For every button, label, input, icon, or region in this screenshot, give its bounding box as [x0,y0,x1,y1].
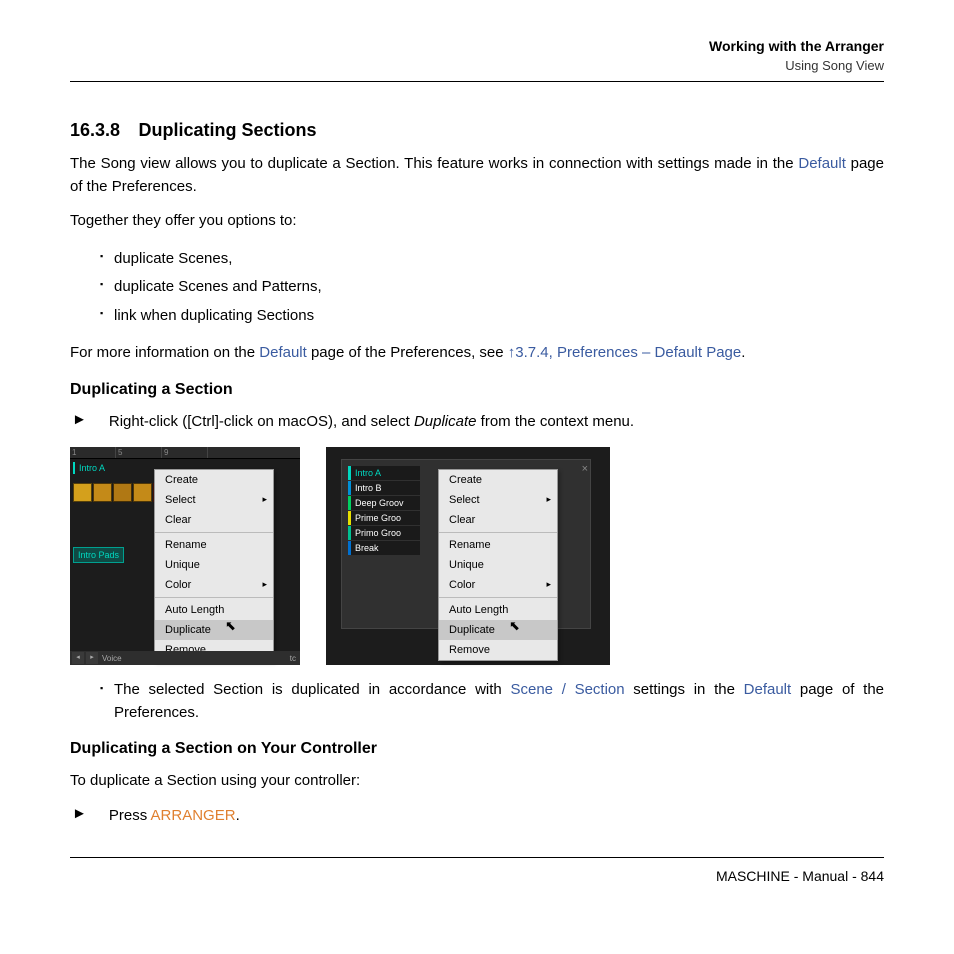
nav-label-right: tc [290,654,296,663]
menu-item-autolength[interactable]: Auto Length [439,600,557,620]
paragraph-1: The Song view allows you to duplicate a … [70,153,884,198]
menu-item-clear[interactable]: Clear [155,510,273,530]
subheading-1: Duplicating a Section [70,381,884,399]
section-heading: 16.3.8 Duplicating Sections [70,120,884,141]
menu-item-create[interactable]: Create [439,470,557,490]
menu-item-duplicate[interactable]: Duplicate [439,620,557,640]
result-list: The selected Section is duplicated in ac… [100,679,884,724]
scene-section-link[interactable]: Scene / Section [510,681,624,698]
track-break: Break [348,541,420,555]
cursor-icon: ⬉ [509,618,520,634]
header-rule [70,81,884,82]
section-number: 16.3.8 [70,120,120,140]
menu-separator [155,532,273,533]
menu-separator [439,597,557,598]
menu-item-rename[interactable]: Rename [439,535,557,555]
options-list: duplicate Scenes, duplicate Scenes and P… [100,245,884,331]
timeline-ruler: 1 5 9 [70,447,300,459]
paragraph-3: For more information on the Default page… [70,342,884,365]
close-icon[interactable]: × [582,463,588,475]
section-tab-intro-pads: Intro Pads [73,547,124,563]
track-list: Intro A Intro B Deep Groov Prime Groo Pr… [348,466,420,556]
default-link[interactable]: Default [259,344,307,361]
footer-rule [70,857,884,858]
menu-item-unique[interactable]: Unique [439,555,557,575]
nav-prev-icon[interactable]: ◂ [72,652,84,664]
clip [113,483,132,502]
section-title: Duplicating Sections [139,120,317,140]
prefs-xref-link[interactable]: ↑3.7.4, Preferences – Default Page [508,344,741,361]
menu-item-autolength[interactable]: Auto Length [155,600,273,620]
section-tab-intro-a: Intro A [73,462,109,474]
screenshot-ideas-view: Intro A Intro B Deep Groov Prime Groo Pr… [326,447,610,665]
track-prime-groove: Prime Groo [348,511,420,525]
default-link[interactable]: Default [744,681,792,698]
list-item: duplicate Scenes and Patterns, [100,273,884,302]
arranger-button-label: ARRANGER [151,807,236,824]
clip [133,483,152,502]
menu-item-duplicate[interactable]: Duplicate [155,620,273,640]
paragraph-2: Together they offer you options to: [70,210,884,233]
menu-item-color[interactable]: Color [439,575,557,595]
menu-item-select[interactable]: Select [439,490,557,510]
menu-item-rename[interactable]: Rename [155,535,273,555]
track-primo-groove: Primo Groo [348,526,420,540]
page-header: Working with the Arranger Using Song Vie… [70,38,884,73]
menu-item-select[interactable]: Select [155,490,273,510]
menu-separator [155,597,273,598]
figure-row: 1 5 9 Intro A Intro Pads Create Select C… [70,447,884,665]
list-item: The selected Section is duplicated in ac… [100,679,884,724]
track-intro-a: Intro A [348,466,420,480]
menu-item-color[interactable]: Color [155,575,273,595]
nav-next-icon[interactable]: ▸ [86,652,98,664]
subheading-2: Duplicating a Section on Your Controller [70,740,884,758]
nav-label: Voice [102,654,122,663]
cursor-icon: ⬉ [225,618,236,634]
page-footer: MASCHINE - Manual - 844 [70,868,884,884]
menu-item-create[interactable]: Create [155,470,273,490]
instruction-2: ► Press ARRANGER. [70,805,884,828]
default-link[interactable]: Default [798,155,846,172]
menu-item-unique[interactable]: Unique [155,555,273,575]
context-menu[interactable]: Create Select Clear Rename Unique Color … [154,469,274,661]
clip [73,483,92,502]
header-subtitle: Using Song View [70,58,884,73]
list-item: duplicate Scenes, [100,245,884,274]
paragraph-4: To duplicate a Section using your contro… [70,770,884,793]
menu-item-remove[interactable]: Remove [439,640,557,660]
clip [93,483,112,502]
list-item: link when duplicating Sections [100,302,884,331]
instruction-1: ► Right-click ([Ctrl]-click on macOS), a… [70,411,884,434]
track-intro-b: Intro B [348,481,420,495]
step-arrow-icon: ► [72,805,87,822]
step-arrow-icon: ► [72,411,87,428]
header-title: Working with the Arranger [70,38,884,54]
track-deep-groove: Deep Groov [348,496,420,510]
menu-separator [439,532,557,533]
context-menu[interactable]: Create Select Clear Rename Unique Color … [438,469,558,661]
menu-item-clear[interactable]: Clear [439,510,557,530]
bottom-toolbar: ◂ ▸ Voice tc [70,651,300,665]
screenshot-arranger: 1 5 9 Intro A Intro Pads Create Select C… [70,447,300,665]
